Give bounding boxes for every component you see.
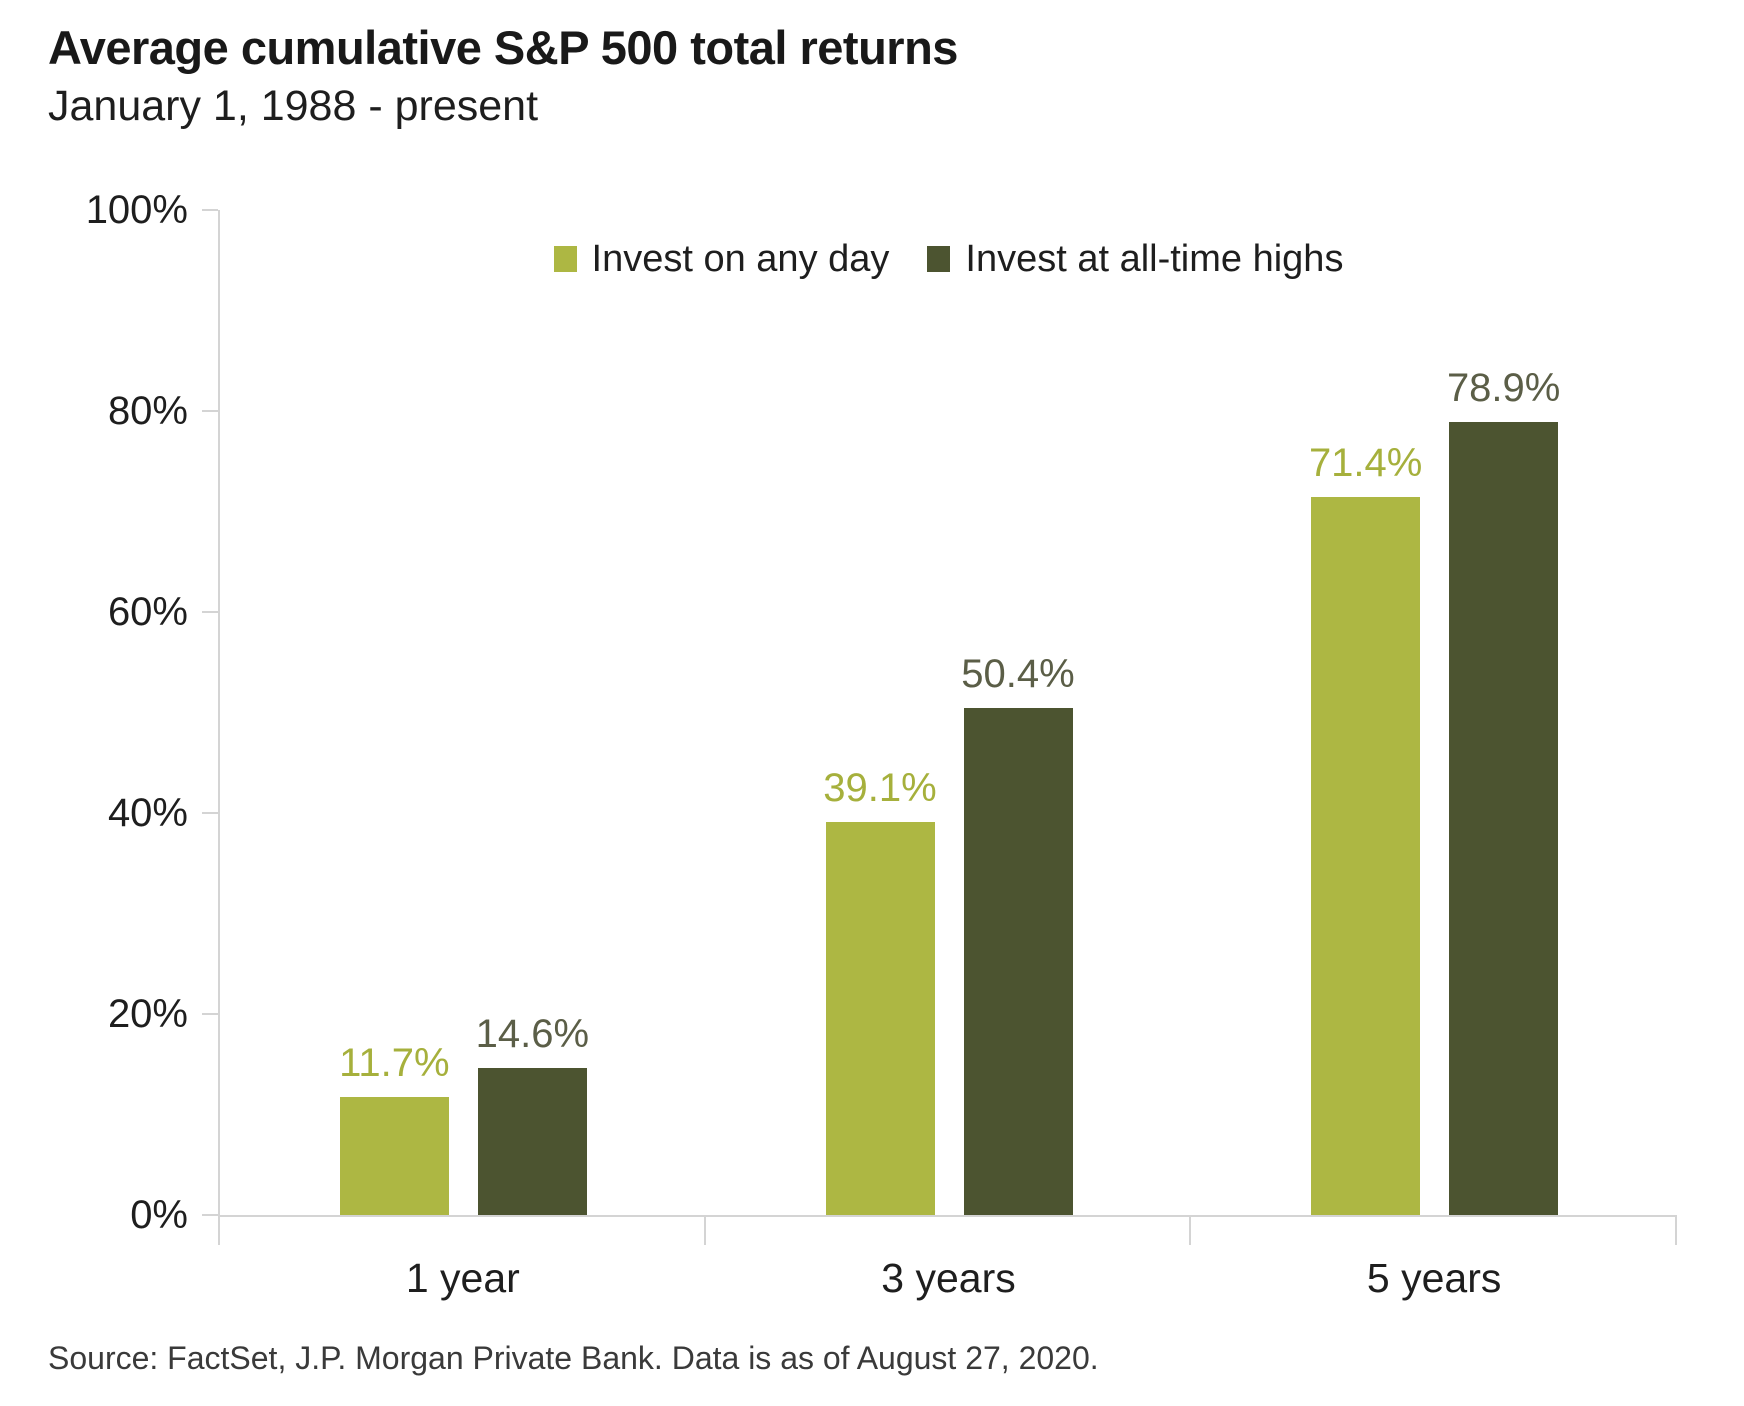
legend: Invest on any day Invest at all-time high… [220,234,1677,284]
y-axis-line [218,210,220,1215]
chart-title: Average cumulative S&P 500 total returns [48,21,958,74]
y-tick [202,611,218,613]
bar-invest-on-any-day-5-years [1311,497,1421,1215]
x-category-label-1-year: 1 year [405,1255,520,1301]
y-tick [202,410,218,412]
y-tick-label: 100% [85,188,188,232]
bar-invest-on-any-day-3-years [825,822,935,1215]
x-category-label-5-years: 5 years [1366,1255,1502,1301]
bar-value-label-invest-at-all-time-highs-3-years: 50.4% [961,652,1075,697]
y-tick-label: 0% [130,1193,188,1237]
y-tick [202,1214,218,1216]
bar-value-label-invest-on-any-day-3-years: 39.1% [823,766,937,811]
y-tick [202,209,218,211]
source-note: Source: FactSet, J.P. Morgan Private Ban… [48,1340,1099,1376]
legend-swatch-invest-at-all-time-highs [927,246,951,272]
legend-item-invest-on-any-day: Invest on any day [553,237,890,281]
bar-invest-on-any-day-1-year [339,1097,449,1215]
y-tick-label: 80% [107,389,188,433]
y-tick [202,1013,218,1015]
x-tick [1675,1217,1677,1245]
bar-invest-at-all-time-highs-5-years [1449,422,1559,1215]
legend-label-invest-at-all-time-highs: Invest at all-time highs [965,237,1344,280]
bar-value-label-invest-on-any-day-1-year: 11.7% [339,1041,450,1086]
bar-value-label-invest-at-all-time-highs-5-years: 78.9% [1446,366,1561,411]
legend-label-invest-on-any-day: Invest on any day [591,237,890,280]
y-tick-label: 60% [107,590,188,634]
legend-swatch-invest-on-any-day [553,246,577,272]
y-tick-label: 20% [107,992,188,1036]
legend-item-invest-at-all-time-highs: Invest at all-time highs [927,238,1343,281]
x-axis-line [218,1215,1677,1217]
y-tick [202,812,218,814]
chart-subtitle: January 1, 1988 - present [48,82,539,130]
bar-value-label-invest-on-any-day-5-years: 71.4% [1308,441,1423,486]
y-tick-label: 40% [107,791,188,835]
x-tick [703,1217,706,1245]
x-tick [1189,1217,1192,1245]
bar-invest-at-all-time-highs-1-year [477,1068,587,1215]
bar-value-label-invest-at-all-time-highs-1-year: 14.6% [475,1012,590,1057]
x-tick [218,1217,220,1245]
x-category-label-3-years: 3 years [881,1255,1016,1301]
bar-invest-at-all-time-highs-3-years [963,708,1073,1215]
